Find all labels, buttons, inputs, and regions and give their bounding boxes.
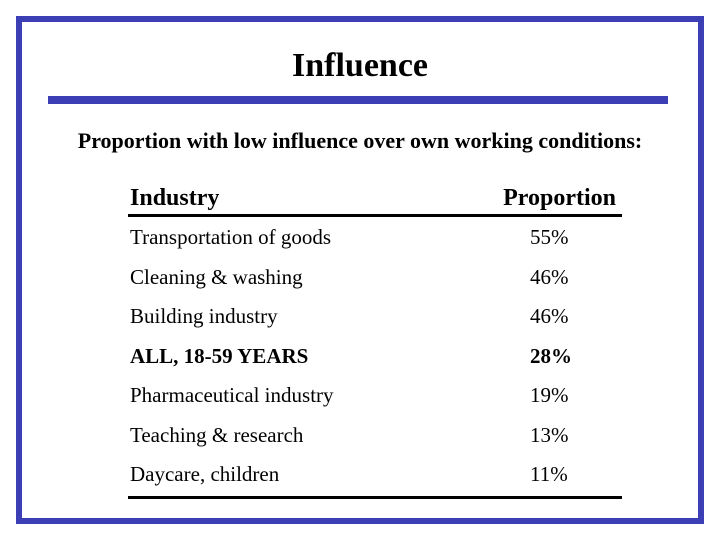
proportion-cell: 46%	[530, 304, 569, 328]
proportion-cell: 55%	[530, 225, 569, 249]
header-proportion: Proportion	[503, 185, 616, 211]
proportion-cell: 28%	[530, 343, 572, 368]
industry-cell: Cleaning & washing	[130, 264, 303, 289]
table-body: Transportation of goods 55% Cleaning & w…	[128, 217, 622, 499]
proportion-cell: 46%	[530, 264, 569, 289]
industry-cell: Daycare, children	[130, 462, 280, 486]
proportion-cell: 11%	[530, 462, 568, 486]
title-divider	[48, 96, 668, 104]
subtitle: Proportion with low influence over own w…	[77, 128, 643, 153]
header-industry: Industry	[130, 185, 220, 211]
table-row: Building industry 46%	[128, 296, 622, 336]
industry-cell: Transportation of goods	[130, 225, 332, 249]
table-row: Daycare, children 11%	[128, 454, 622, 494]
table-row-total: ALL, 18-59 YEARS 28%	[128, 336, 622, 376]
table-header: Industry Proportion	[128, 178, 622, 217]
industry-cell: Pharmaceutical industry	[130, 383, 334, 407]
table-row: Cleaning & washing 46%	[128, 257, 622, 297]
industry-cell: Teaching & research	[130, 422, 304, 447]
data-table: Industry Proportion Transportation of go…	[128, 178, 622, 499]
table-row: Pharmaceutical industry 19%	[128, 375, 622, 415]
page-title: Influence	[292, 47, 428, 84]
proportion-cell: 13%	[530, 422, 569, 447]
industry-cell: Building industry	[130, 304, 278, 328]
slide-frame	[16, 16, 704, 524]
proportion-cell: 19%	[530, 383, 569, 407]
table-row: Teaching & research 13%	[128, 415, 622, 455]
industry-cell: ALL, 18-59 YEARS	[130, 343, 309, 368]
table-row: Transportation of goods 55%	[128, 217, 622, 257]
